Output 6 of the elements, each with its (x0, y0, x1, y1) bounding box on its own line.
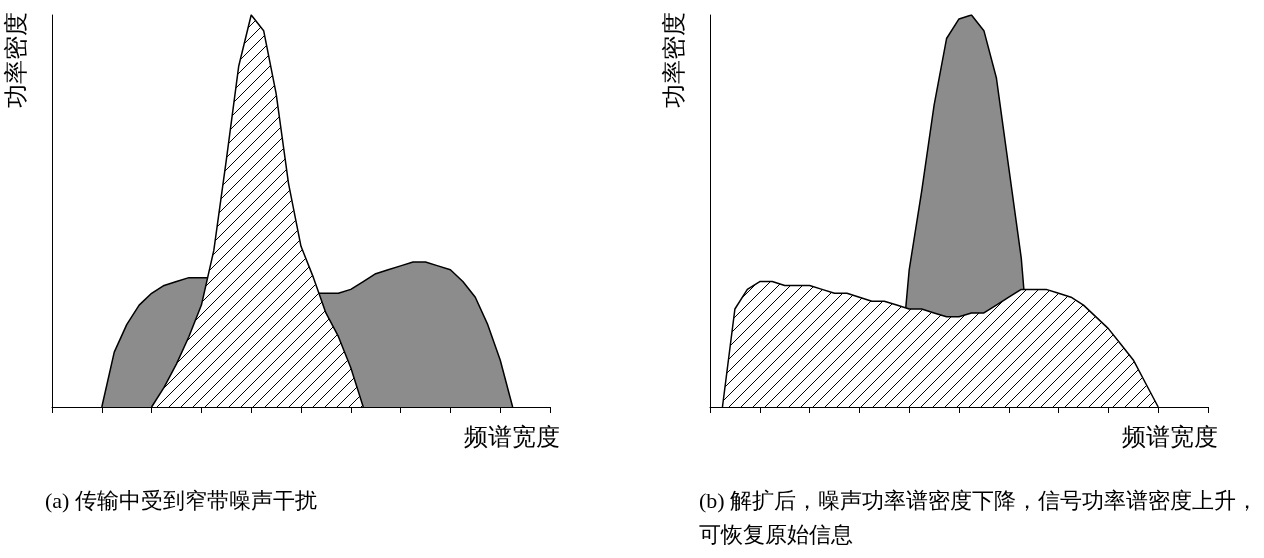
text: (a) 传输中受到窄带噪声干扰 (45, 487, 317, 513)
y-axis-title: 功率密度 (3, 12, 29, 108)
x-axis-title: 频谱宽度 (1122, 424, 1218, 450)
text: (b) 解扩后，噪声功率谱密度下降，信号功率谱密度上升，可恢复原始信息 (699, 487, 1259, 547)
x-axis-title: 频谱宽度 (464, 424, 560, 450)
y-axis-title: 功率密度 (661, 12, 687, 108)
